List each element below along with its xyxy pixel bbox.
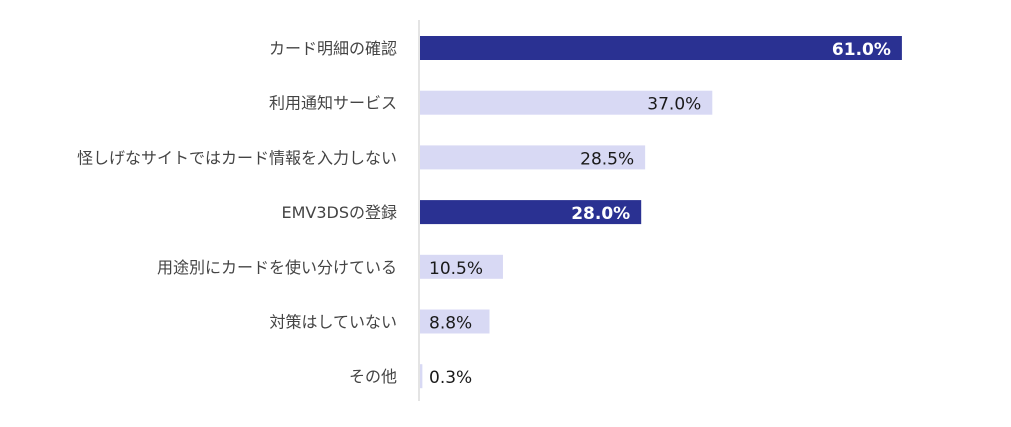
bar <box>420 90 713 115</box>
value-label: 0.3% <box>429 368 472 388</box>
value-label: 28.0% <box>571 204 630 224</box>
value-label: 61.0% <box>832 40 891 60</box>
category-label: 怪しげなサイトではカード情報を入力しない <box>77 148 397 167</box>
value-label: 8.8% <box>429 314 472 334</box>
bar <box>420 364 423 389</box>
bar <box>420 254 503 279</box>
category-label: その他 <box>349 367 397 386</box>
bar <box>420 309 490 334</box>
category-label: 用途別にカードを使い分けている <box>157 258 397 277</box>
bar-highlighted <box>420 36 902 60</box>
value-label: 10.5% <box>429 259 483 279</box>
category-label: 対策はしていない <box>269 313 397 332</box>
category-label: 利用通知サービス <box>269 94 397 113</box>
value-label: 37.0% <box>647 95 701 115</box>
bar-highlighted <box>420 200 642 225</box>
category-label: EMV3DSの登録 <box>281 203 397 222</box>
value-label: 28.5% <box>580 149 634 169</box>
category-label: カード明細の確認 <box>269 39 397 58</box>
bar <box>420 145 646 170</box>
